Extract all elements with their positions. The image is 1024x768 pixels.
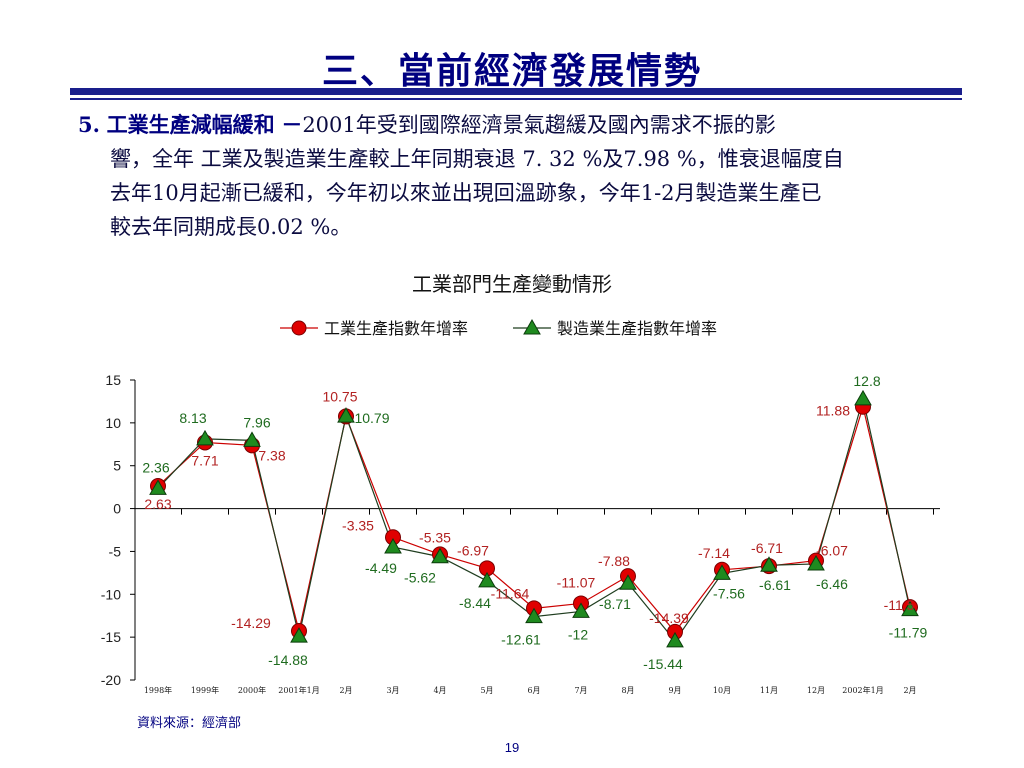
x-tick-label: 2月 — [339, 686, 352, 695]
paragraph-line-4: 較去年同期成長0.02 %。 — [78, 210, 968, 244]
industrial-data-label: 10.75 — [322, 388, 357, 404]
manufacturing-data-point — [384, 538, 402, 554]
y-tick-label: -15 — [101, 629, 121, 645]
y-tick-label: 10 — [105, 415, 121, 431]
item-dash: － — [281, 112, 303, 137]
title-divider — [70, 88, 962, 95]
industrial-data-label: 2.63 — [144, 496, 171, 512]
chart-title: 工業部門生產變動情形 — [412, 272, 612, 296]
manufacturing-data-label: 7.96 — [243, 414, 270, 430]
manufacturing-data-label: -8.71 — [599, 596, 631, 612]
x-tick-label: 8月 — [621, 686, 634, 695]
x-tick-label: 7月 — [574, 686, 587, 695]
line-chart: 15 10 5 0 -5 -10 -15 -20 1998年 1999年 2000年 2001年1月 2… — [101, 318, 940, 695]
industrial-data-label: 11.88 — [816, 403, 850, 419]
manufacturing-data-point — [807, 554, 825, 571]
manufacturing-data-label: -6.61 — [759, 577, 791, 593]
industrial-data-label: -14.29 — [231, 615, 271, 631]
manufacturing-data-point — [854, 389, 872, 406]
industrial-data-label: -11.64 — [491, 585, 530, 601]
manufacturing-data-label: 10.79 — [354, 410, 389, 426]
manufacturing-data-label: -15.44 — [643, 656, 683, 672]
manufacturing-data-label: 8.13 — [179, 410, 206, 426]
manufacturing-data-label: -12.61 — [501, 632, 541, 648]
manufacturing-data-point — [525, 607, 543, 624]
x-tick-label: 3月 — [386, 686, 399, 695]
industrial-data-label: -5.35 — [419, 529, 451, 545]
manufacturing-data-point — [243, 431, 261, 447]
title-divider-thin — [70, 98, 962, 100]
manufacturing-data-label: -7.56 — [713, 585, 745, 601]
slide-title: 三、當前經濟發展情勢 — [321, 50, 702, 92]
manufacturing-data-point — [619, 574, 637, 590]
industrial-data-label: 7.38 — [258, 447, 285, 463]
paragraph-line-1: 5. 工業生產減幅緩和 －2001年受到國際經濟景氣趨緩及國內需求不振的影 — [78, 108, 968, 142]
x-tick-label: 9月 — [668, 686, 681, 695]
industrial-data-label: -14.39 — [649, 610, 689, 626]
x-tick-label: 2001年1月 — [278, 685, 319, 695]
legend-industrial-label: 工業生產指數年增率 — [324, 319, 468, 338]
manufacturing-data-label: -6.46 — [816, 576, 848, 592]
manufacturing-data-point — [196, 429, 214, 446]
manufacturing-data-label: -12 — [568, 626, 588, 642]
y-tick-label: 0 — [113, 501, 121, 517]
manufacturing-data-label: -8.44 — [459, 595, 491, 611]
manufacturing-data-point — [572, 602, 590, 618]
item-heading: 工業生產減幅緩和 — [106, 112, 275, 137]
paragraph-text-2: 響，全年 工業及製造業生產較上年同期衰退 7. 32 %及7.98 %，惟衰退幅… — [110, 147, 844, 171]
manufacturing-data-label: -11.79 — [889, 625, 928, 641]
paragraph-text-1: 2001年受到國際經濟景氣趨緩及國內需求不振的影 — [302, 113, 776, 137]
y-tick-label: 15 — [105, 372, 121, 388]
manufacturing-data-label: -5.62 — [404, 570, 436, 586]
manufacturing-data-point — [760, 556, 778, 572]
y-tick-label: 5 — [113, 458, 121, 474]
x-tick-label: 6月 — [527, 686, 540, 695]
x-tick-label: 1999年 — [191, 685, 219, 695]
paragraph-text-4: 較去年同期成長0.02 %。 — [110, 215, 352, 239]
legend-triangle-icon — [523, 318, 541, 335]
x-tick-label: 12月 — [807, 686, 825, 695]
manufacturing-data-point — [337, 407, 355, 423]
manufacturing-data-point — [666, 631, 684, 648]
manufacturing-data-point — [149, 479, 167, 495]
manufacturing-data-point — [478, 571, 496, 588]
x-tick-label: 2000年 — [238, 685, 266, 695]
paragraph-text-3: 去年10月起漸已緩和，今年初以來並出現回溫跡象，今年1-2月製造業生產已 — [110, 181, 822, 205]
item-number: 5. — [78, 112, 100, 137]
manufacturing-data-label: -14.88 — [268, 652, 308, 668]
manufacturing-data-label: 12.8 — [853, 373, 880, 389]
x-tick-label: 2002年1月 — [842, 685, 883, 695]
y-tick-label: -5 — [109, 543, 122, 559]
industrial-data-label: -3.35 — [342, 517, 374, 533]
y-tick-label: -10 — [101, 586, 121, 602]
x-tick-label: 5月 — [480, 686, 493, 695]
legend-circle-icon — [291, 320, 307, 336]
legend-manufacturing-label: 製造業生產指數年增率 — [557, 319, 717, 338]
page-number: 19 — [504, 740, 520, 755]
source-note: 資料來源：經濟部 — [137, 716, 242, 731]
manufacturing-data-point — [431, 547, 449, 564]
manufacturing-data-point — [901, 600, 919, 617]
manufacturing-data-point — [290, 627, 308, 643]
x-tick-label: 1998年 — [144, 685, 172, 695]
x-tick-label: 2月 — [903, 686, 916, 695]
manufacturing-data-label: 2.36 — [142, 459, 169, 475]
industrial-data-label: 7.71 — [191, 452, 218, 468]
y-tick-label: -20 — [101, 672, 121, 688]
x-tick-label: 4月 — [433, 686, 446, 695]
manufacturing-data-point — [713, 564, 731, 580]
industrial-data-label: -11.07 — [557, 574, 596, 590]
summary-paragraph: 5. 工業生產減幅緩和 －2001年受到國際經濟景氣趨緩及國內需求不振的影 響，… — [78, 108, 968, 244]
industrial-data-label: -7.14 — [698, 545, 730, 561]
industrial-data-label: -6.97 — [457, 542, 489, 558]
paragraph-line-2: 響，全年 工業及製造業生產較上年同期衰退 7. 32 %及7.98 %，惟衰退幅… — [78, 142, 968, 176]
industrial-data-label: -6.71 — [751, 540, 783, 556]
x-tick-label: 11月 — [760, 686, 778, 695]
industrial-data-label: -6.07 — [816, 543, 848, 559]
industrial-data-label: -11.5 — [884, 597, 915, 613]
paragraph-line-3: 去年10月起漸已緩和，今年初以來並出現回溫跡象，今年1-2月製造業生產已 — [78, 176, 968, 210]
x-tick-label: 10月 — [713, 686, 731, 695]
manufacturing-data-label: -4.49 — [365, 560, 397, 576]
industrial-data-label: -7.88 — [598, 553, 630, 569]
